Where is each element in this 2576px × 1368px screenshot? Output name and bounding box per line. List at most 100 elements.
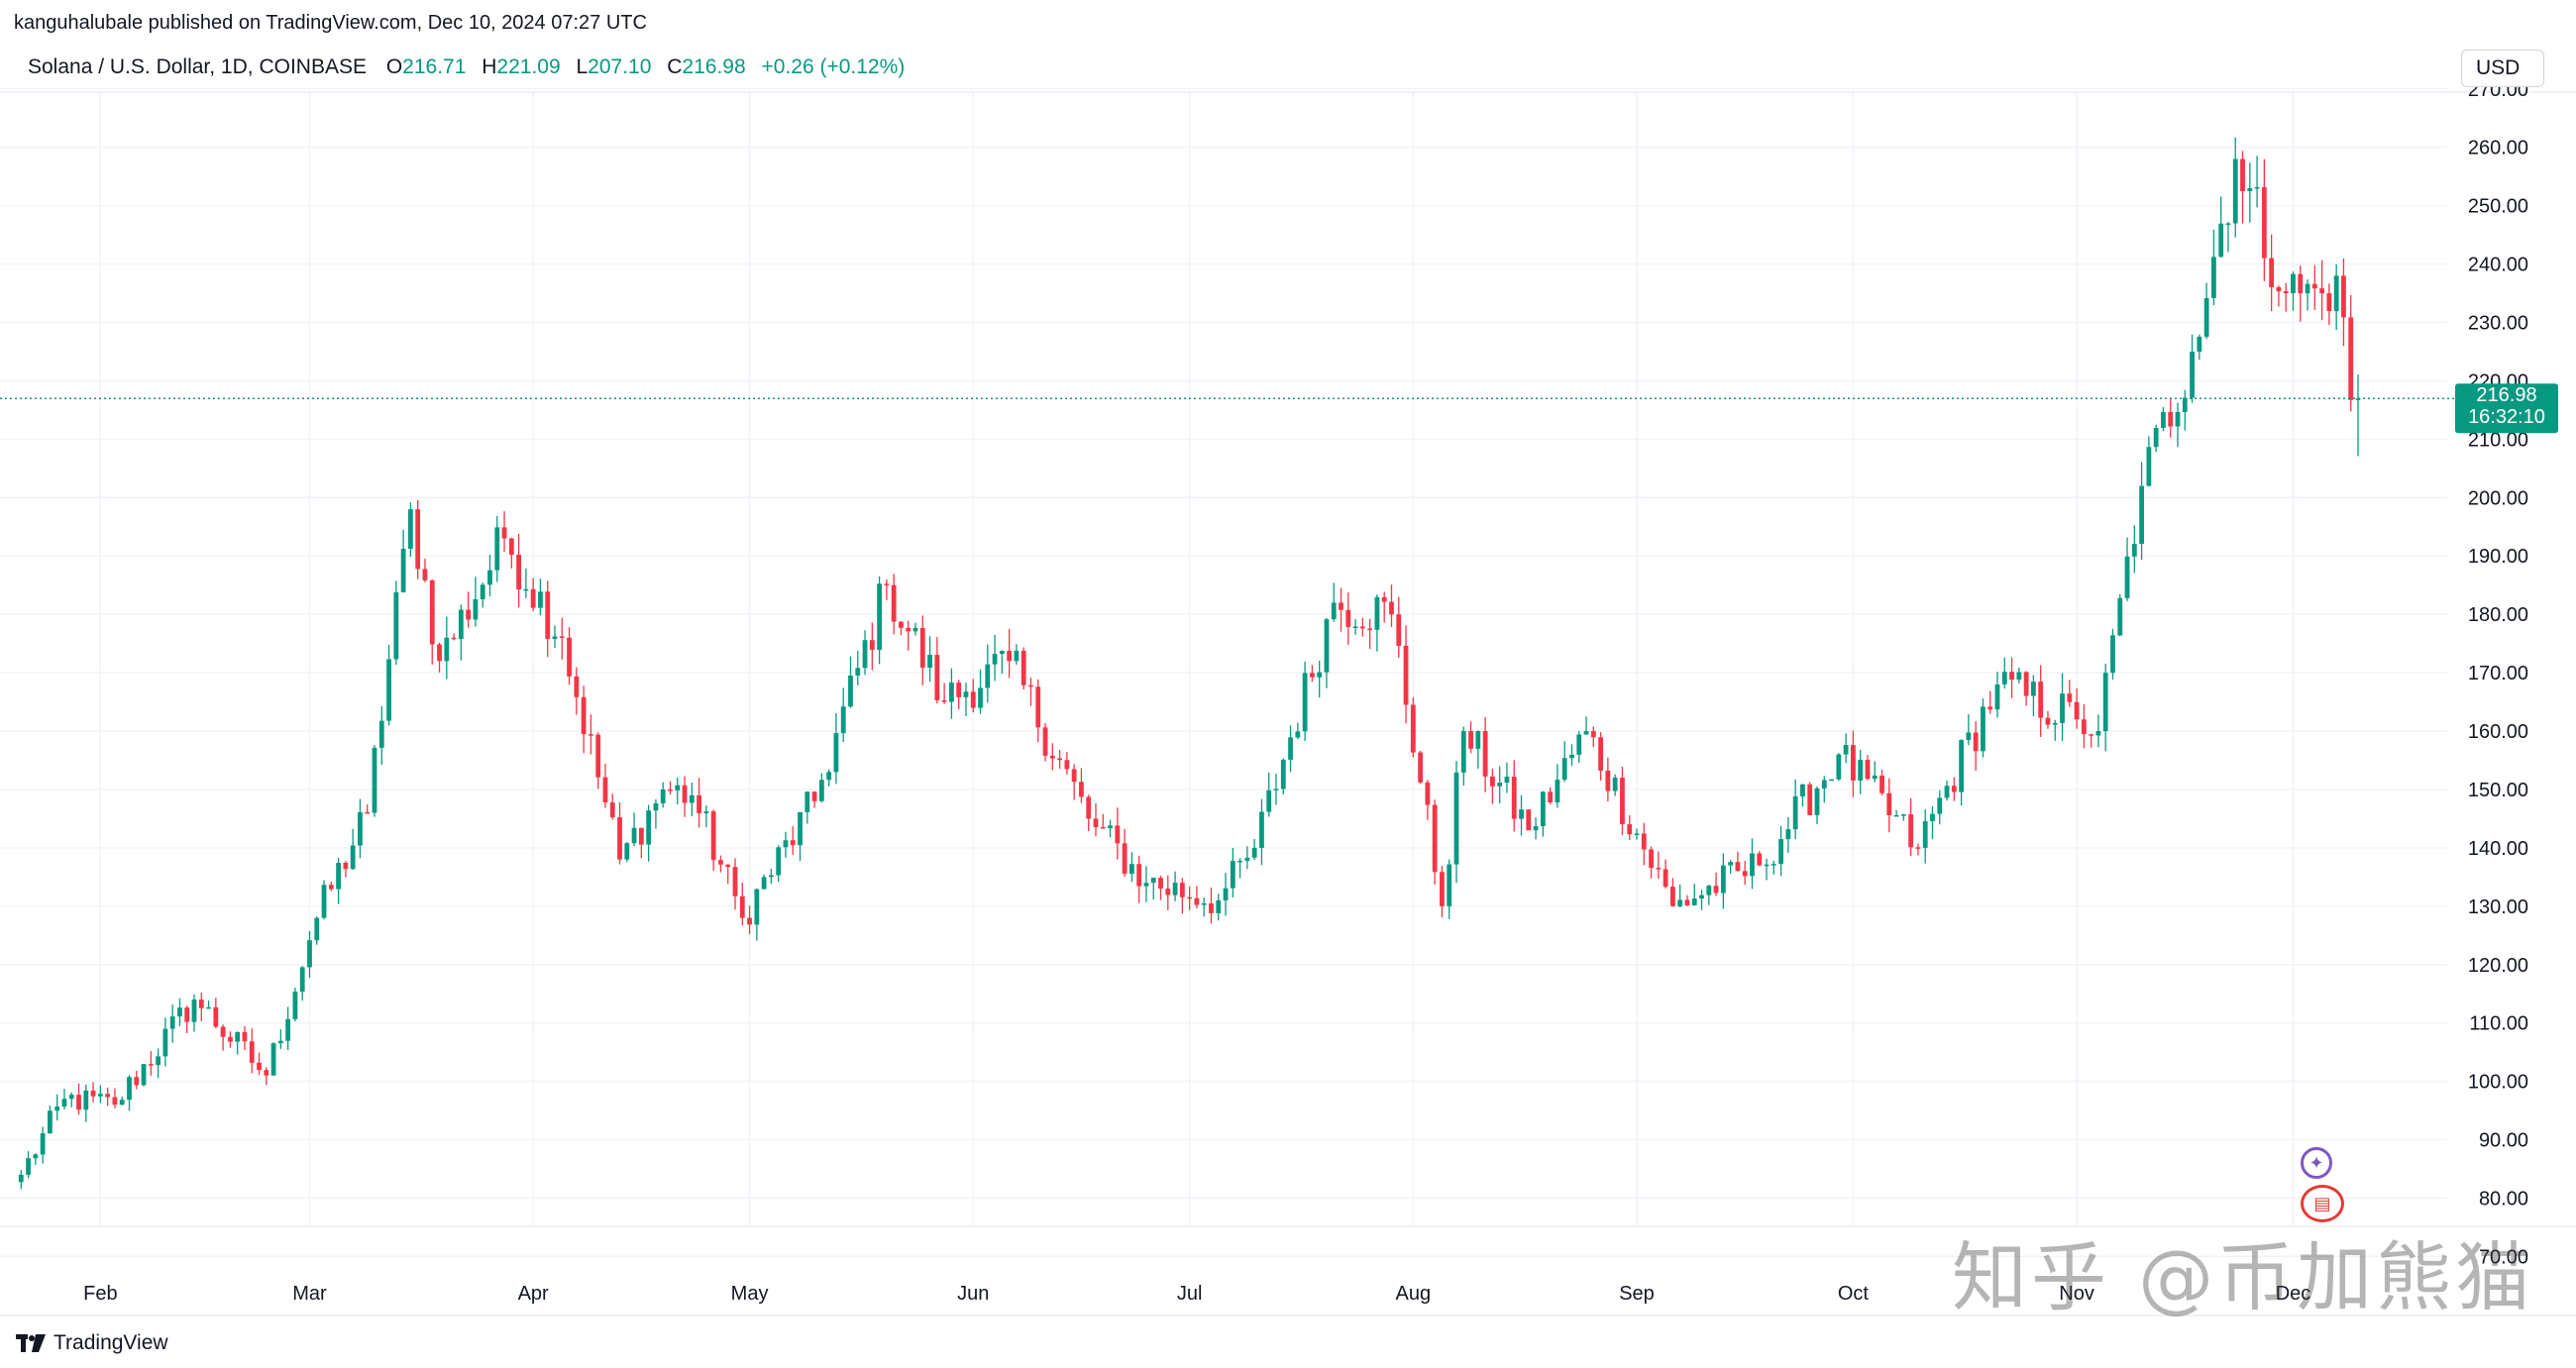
candle-body: [487, 570, 492, 585]
candle-body: [1511, 777, 1517, 819]
tradingview-brand[interactable]: TradingView: [16, 1331, 168, 1355]
candle-body: [54, 1106, 60, 1111]
candle-body: [68, 1095, 74, 1100]
candle-body: [33, 1154, 39, 1159]
month-tick-label: May: [731, 1283, 769, 1305]
candle-body: [2311, 283, 2317, 289]
candle-body: [934, 655, 940, 700]
candle-body: [1057, 758, 1062, 761]
price-tick-label: 100.00: [2468, 1072, 2528, 1094]
candle-body: [466, 609, 472, 620]
candle-body: [285, 1018, 291, 1041]
candle-body: [1143, 883, 1149, 887]
candle-body: [2001, 672, 2007, 684]
candle-body: [2298, 273, 2304, 294]
price-tick-label: 250.00: [2468, 196, 2528, 218]
candle-body: [18, 1174, 24, 1183]
candle-body: [141, 1064, 147, 1086]
candle-body: [1966, 732, 1972, 741]
candle-body: [415, 509, 421, 570]
candle-body: [999, 651, 1005, 655]
candle-body: [653, 802, 659, 811]
price-tick-label: 190.00: [2468, 546, 2528, 568]
candle-body: [1649, 849, 1654, 869]
tradingview-logo-icon: [16, 1334, 46, 1352]
candle-body: [1778, 839, 1783, 865]
candle-body: [769, 875, 774, 878]
candle-body: [2175, 411, 2181, 427]
candle-body: [949, 683, 954, 702]
candle-body: [1280, 759, 1286, 789]
candle-body: [595, 734, 601, 778]
candle-body: [314, 917, 320, 941]
candle-body: [2218, 223, 2224, 258]
candle-body: [1764, 864, 1770, 867]
candle-body: [1288, 737, 1293, 760]
candle-body: [61, 1099, 67, 1107]
candle-body: [1259, 811, 1264, 848]
price-axis[interactable]: 70.00 80.00 90.00 100.00 110.00 120.00 130.00 1…: [2468, 79, 2528, 1269]
candle-body: [1800, 784, 1805, 796]
candle-body: [473, 598, 479, 620]
candle-body: [668, 789, 673, 791]
candle-body: [581, 696, 587, 735]
candle-body: [985, 664, 991, 688]
candle-body: [328, 885, 334, 890]
month-tick-label: Dec: [2276, 1283, 2311, 1305]
candle-body: [1216, 899, 1222, 913]
price-tick-label: 150.00: [2468, 780, 2528, 801]
candle-body: [26, 1158, 31, 1175]
time-axis[interactable]: Feb Mar Apr May Jun Jul Aug Sep Oct Nov Dec: [83, 1283, 2310, 1305]
candle-body: [1893, 814, 1899, 817]
candle-body: [646, 810, 652, 845]
symbol-title[interactable]: Solana / U.S. Dollar, 1D, COINBASE: [28, 55, 367, 78]
candle-body: [105, 1094, 111, 1098]
candle-body: [848, 675, 853, 707]
month-tick-label: Feb: [83, 1283, 117, 1305]
candle-body: [1605, 770, 1611, 791]
candle-body: [1302, 673, 1308, 732]
candle-body: [574, 676, 580, 697]
candle-body: [638, 827, 644, 845]
last-price-label-bg: [2455, 383, 2558, 434]
candle-body: [992, 654, 998, 665]
candle-body: [480, 584, 485, 599]
candle-body: [1158, 878, 1163, 890]
candle-body: [270, 1043, 276, 1076]
candle-body: [1201, 902, 1207, 905]
candle-body: [1014, 650, 1020, 662]
candle-body: [198, 1000, 204, 1008]
star-icon[interactable]: ✦: [2301, 1147, 2332, 1179]
low-value: 207.10: [588, 55, 652, 78]
vertical-gridlines: [99, 92, 2295, 1226]
candle-body: [818, 780, 824, 801]
candle-body: [1865, 760, 1871, 780]
candle-body: [1453, 772, 1459, 865]
candle-body: [2031, 682, 2036, 696]
candle-body: [2254, 186, 2260, 189]
candle-body: [1583, 731, 1589, 735]
candle-body: [747, 917, 752, 925]
price-tick-label: 260.00: [2468, 138, 2528, 159]
candle-body: [884, 583, 890, 585]
us-flag-icon[interactable]: ▤: [2301, 1185, 2344, 1222]
candle-body: [350, 845, 356, 870]
candle-body: [1886, 792, 1892, 816]
currency-button[interactable]: USD: [2461, 50, 2544, 87]
candle-body: [790, 840, 796, 846]
candle-body: [2153, 427, 2159, 448]
candle-body: [2197, 336, 2202, 352]
candle-body: [2326, 293, 2332, 312]
candle-body: [1900, 814, 1906, 816]
candle-body: [83, 1090, 89, 1110]
price-tick-label: 120.00: [2468, 955, 2528, 977]
candle-body: [718, 860, 723, 865]
candle-body: [437, 644, 442, 662]
candle-body: [1359, 626, 1365, 629]
candle-body: [1699, 894, 1704, 899]
candle-body: [1576, 734, 1582, 755]
candle-body: [855, 668, 861, 676]
candle-body: [1136, 864, 1142, 887]
candle-body: [1879, 775, 1884, 793]
